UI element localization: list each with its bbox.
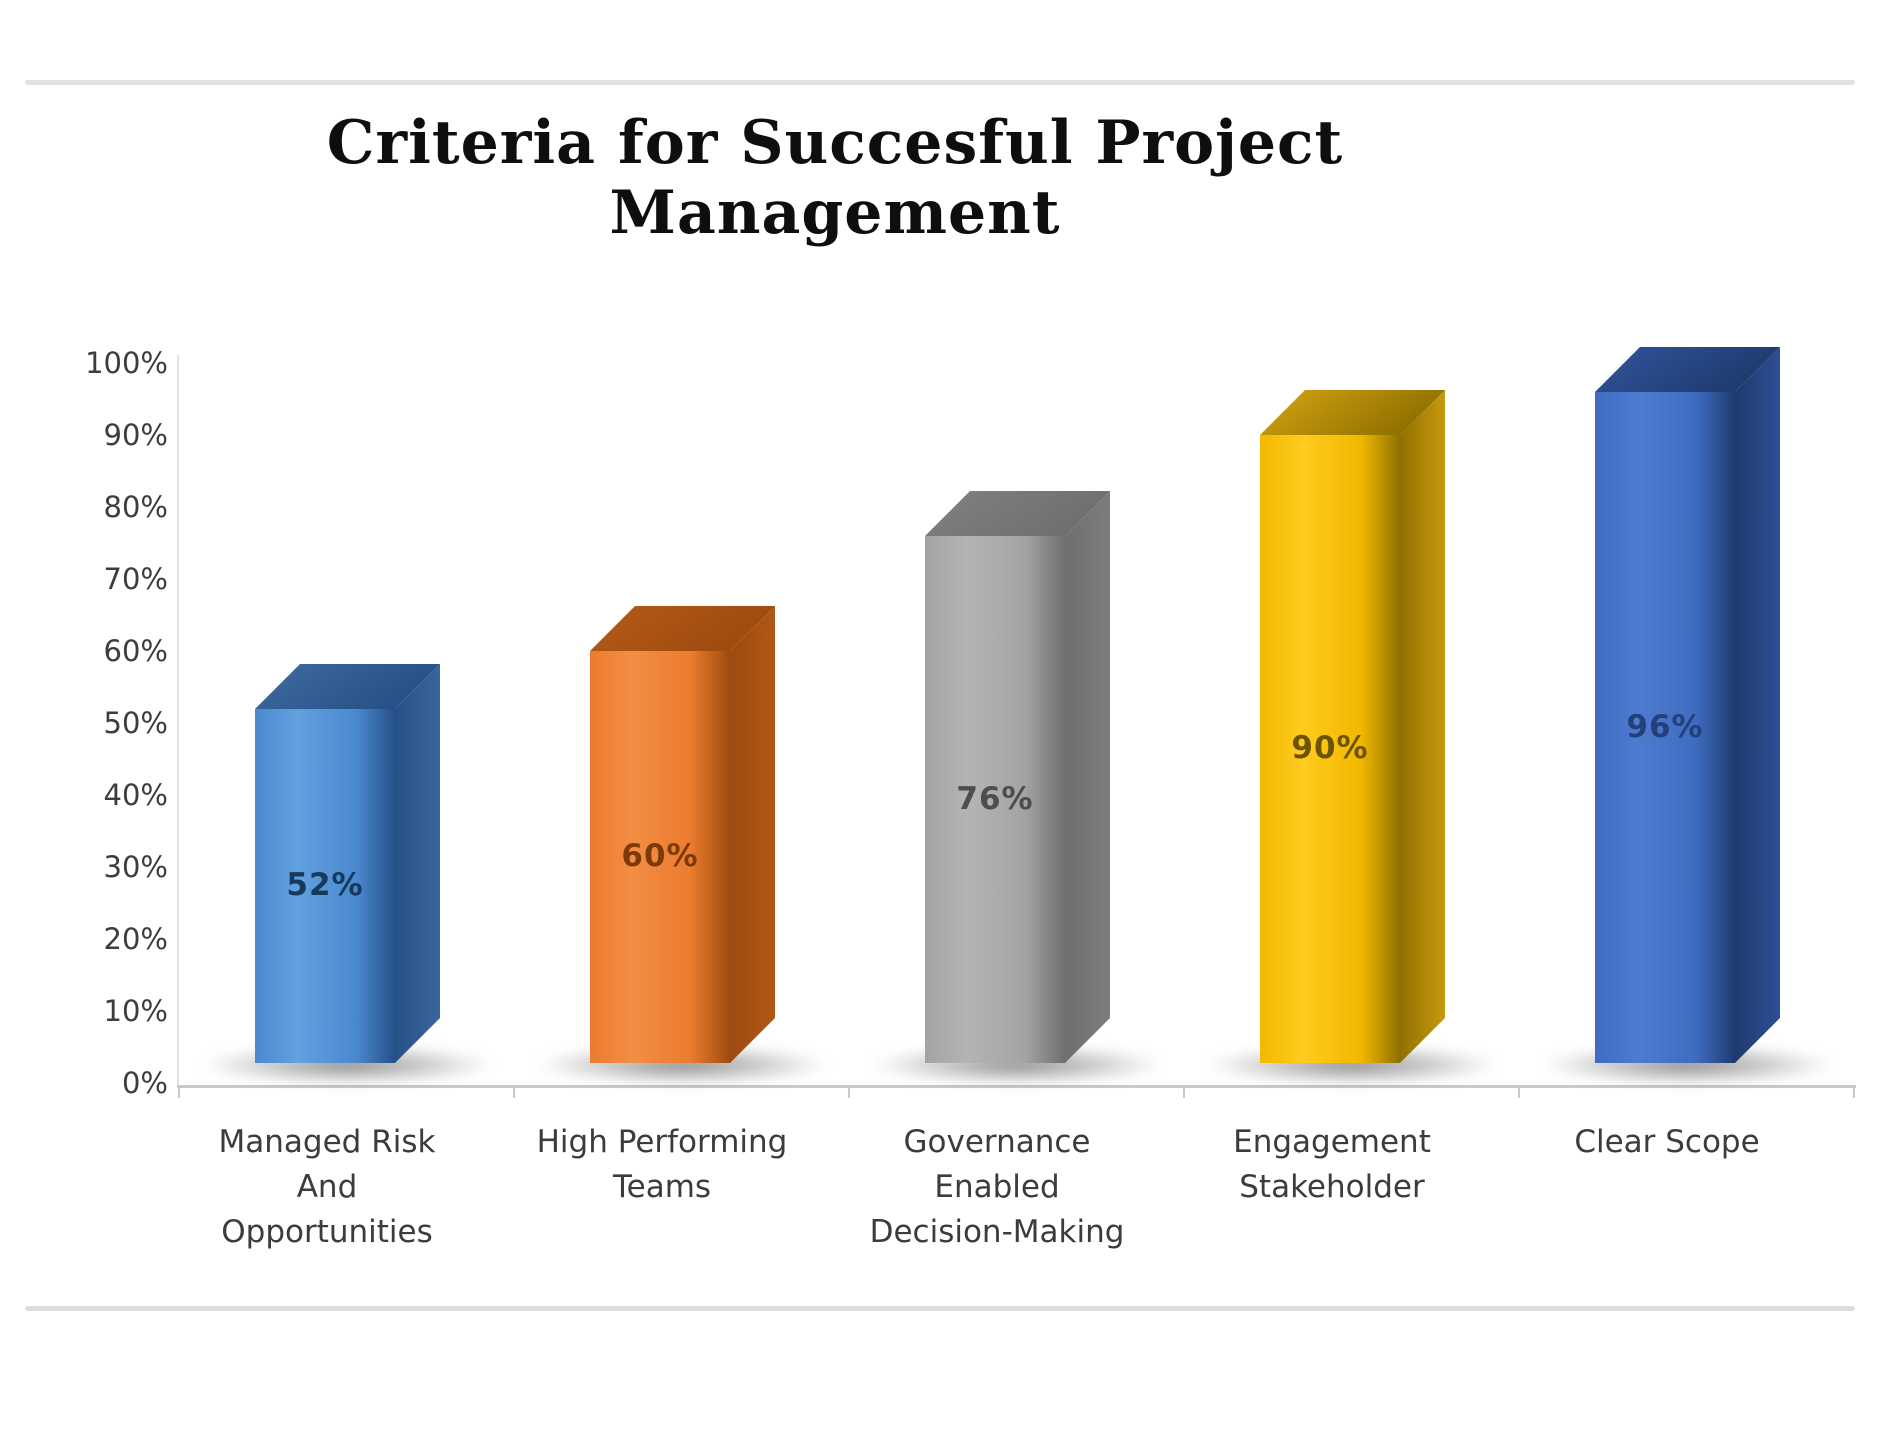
bar-value-label: 96% (1626, 709, 1704, 745)
x-axis-tick (513, 1085, 515, 1098)
top-divider (25, 80, 1855, 85)
category-label-line: Opportunities (221, 1214, 433, 1250)
y-tick-label: 30% (103, 850, 168, 884)
bar-front-face (925, 536, 1065, 1063)
x-axis-tick (1183, 1085, 1185, 1098)
bar-value-label: 52% (286, 867, 364, 903)
category-label-line: Engagement (1233, 1124, 1431, 1160)
category-label-line: High Performing (536, 1124, 788, 1160)
bar-side-face (730, 606, 775, 1063)
bar-front-face (1260, 435, 1400, 1063)
bar-value-label: 76% (956, 781, 1034, 817)
x-axis-tick (1518, 1085, 1520, 1098)
category-label-line: Clear Scope (1574, 1124, 1760, 1160)
x-axis-line (177, 1085, 1856, 1088)
x-axis-tick (178, 1085, 180, 1098)
category-label: Clear Scope (1497, 1120, 1837, 1165)
y-tick-label: 100% (85, 346, 168, 380)
y-tick-label: 40% (103, 778, 168, 812)
y-tick-label: 20% (103, 922, 168, 956)
x-axis-tick (848, 1085, 850, 1098)
y-tick-label: 90% (103, 418, 168, 452)
y-axis-line (177, 355, 179, 1085)
category-label: Governance Enabled Decision-Making (827, 1120, 1167, 1255)
bar-front-face (590, 651, 730, 1063)
category-label-line: Enabled (934, 1169, 1060, 1205)
bar-side-face (395, 664, 440, 1063)
category-label-line: Stakeholder (1239, 1169, 1425, 1205)
y-tick-label: 60% (103, 634, 168, 668)
y-tick-label: 70% (103, 562, 168, 596)
category-label-line: Teams (612, 1169, 712, 1205)
category-label: Managed Risk And Opportunities (157, 1120, 497, 1255)
y-tick-label: 50% (103, 706, 168, 740)
y-tick-label: 80% (103, 490, 168, 524)
bar-side-face (1400, 390, 1445, 1063)
y-tick-label: 0% (121, 1066, 168, 1100)
bottom-divider (25, 1306, 1855, 1311)
y-tick-label: 10% (103, 994, 168, 1028)
bar-value-label: 60% (621, 838, 699, 874)
category-label-line: And (296, 1169, 358, 1205)
x-axis-tick (1853, 1085, 1855, 1098)
category-label-line: Managed Risk (218, 1124, 436, 1160)
bar-front-face (255, 709, 395, 1063)
bar-front-face (1595, 392, 1735, 1063)
category-label-line: Governance (903, 1124, 1091, 1160)
bar-value-label: 90% (1291, 730, 1369, 766)
bar-side-face (1065, 491, 1110, 1063)
category-label: Engagement Stakeholder (1162, 1120, 1502, 1210)
bar-side-face (1735, 347, 1780, 1063)
category-label: High Performing Teams (492, 1120, 832, 1210)
category-label-line: Decision-Making (869, 1214, 1125, 1250)
chart-title: Criteria for Succesful Project Managemen… (326, 108, 1344, 248)
